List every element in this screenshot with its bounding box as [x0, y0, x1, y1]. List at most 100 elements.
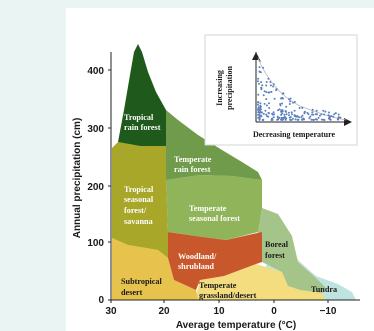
region-boreal-forest [258, 208, 326, 293]
inset-point [258, 66, 261, 69]
inset-point [260, 88, 263, 91]
inset-point [277, 109, 279, 112]
svg-text:shrubland: shrubland [178, 262, 214, 271]
svg-text:Tropical: Tropical [124, 113, 154, 122]
inset-point [309, 115, 312, 118]
region-temperate-grassland [195, 264, 326, 300]
inset-point [307, 113, 310, 116]
inset-point [278, 116, 281, 119]
inset-point [275, 89, 278, 92]
inset-point [291, 117, 294, 120]
inset-point [301, 114, 304, 117]
inset-point [281, 110, 284, 113]
label-temperate-rain-forest: Temperate rain forest [174, 155, 212, 174]
svg-text:forest: forest [265, 251, 285, 260]
inset-point [291, 113, 293, 116]
inset-point [281, 119, 284, 121]
region-subtropical-desert [112, 238, 198, 300]
label-tropical-rain-forest: Tropical rain forest [124, 113, 161, 132]
inset-point [283, 113, 286, 116]
inset-point [313, 118, 316, 121]
inset-point [288, 103, 291, 105]
svg-text:rain forest: rain forest [124, 123, 161, 132]
inset-point [303, 111, 306, 114]
inset-point [311, 113, 313, 116]
inset-point [272, 83, 275, 86]
svg-text:seasonal forest: seasonal forest [189, 214, 240, 223]
x-axis-title: Average temperature (°C) [176, 320, 296, 331]
inset-point [328, 111, 330, 114]
inset-x-label: Decreasing temperature [253, 130, 336, 139]
inset-point [257, 113, 260, 116]
inset-point [272, 85, 275, 88]
inset-point [261, 84, 264, 87]
svg-text:savanna: savanna [124, 217, 153, 226]
inset-point [257, 80, 259, 83]
inset-point [293, 114, 296, 117]
inset-point [257, 107, 260, 110]
inset-point [258, 115, 261, 118]
inset-point [284, 118, 287, 121]
inset-point [308, 117, 311, 120]
inset-point [257, 111, 260, 114]
inset-point [320, 118, 323, 121]
y-tick-label: 300 [87, 124, 104, 135]
inset-point [311, 108, 314, 111]
svg-text:desert: desert [121, 288, 143, 297]
inset-point [283, 115, 286, 118]
inset-point [292, 101, 294, 104]
region-tropical-seasonal [112, 142, 168, 258]
inset-point [269, 81, 272, 83]
inset-point [276, 118, 279, 121]
x-axis-ticks [110, 300, 329, 303]
x-tick-label: 0 [271, 306, 277, 317]
inset-point [289, 97, 292, 100]
inset-point [287, 111, 290, 114]
inset-point [260, 115, 263, 118]
inset-point [294, 118, 297, 121]
inset-point [257, 101, 260, 103]
inset-point [329, 118, 332, 121]
inset-point [296, 118, 299, 121]
inset-point [323, 119, 326, 121]
inset-point [266, 115, 269, 118]
inset-point [261, 119, 264, 121]
inset-point [280, 116, 283, 119]
inset-point [281, 97, 284, 100]
inset-point [259, 102, 262, 105]
svg-text:Temperate: Temperate [174, 155, 212, 164]
inset-point [288, 116, 291, 119]
x-tick-label: 20 [158, 306, 170, 317]
inset-point [282, 116, 285, 119]
svg-text:seasonal: seasonal [124, 195, 154, 204]
inset-point [298, 107, 301, 109]
inset-point [330, 115, 333, 118]
inset-point [265, 113, 268, 116]
inset-point [262, 66, 265, 69]
inset-point [318, 114, 321, 117]
inset-point [265, 104, 268, 107]
inset-point [259, 111, 262, 114]
label-tropical-seasonal: Tropical seasonal forest/ savanna [124, 185, 154, 226]
inset-point [303, 118, 306, 121]
inset-point [288, 114, 290, 117]
inset-point [272, 111, 275, 114]
region-tropical-rain-forest [118, 44, 166, 146]
inset-point [264, 109, 267, 112]
inset-point [334, 112, 337, 115]
inset-point [258, 82, 260, 85]
inset-point [258, 59, 261, 62]
inset-point [332, 115, 335, 118]
label-temperate-seasonal-forest: Temperate seasonal forest [189, 204, 240, 223]
inset-point [267, 77, 270, 80]
y-tick-label: 100 [87, 238, 104, 249]
inset-point [282, 92, 285, 95]
label-temperate-grassland: Temperate grassland/desert [199, 281, 257, 300]
inset-point [280, 110, 282, 113]
svg-text:Temperate: Temperate [199, 281, 237, 290]
svg-text:Subtropical: Subtropical [121, 277, 163, 286]
inset-y-label-line1: Increasing [215, 70, 224, 106]
inset-point [280, 118, 283, 121]
